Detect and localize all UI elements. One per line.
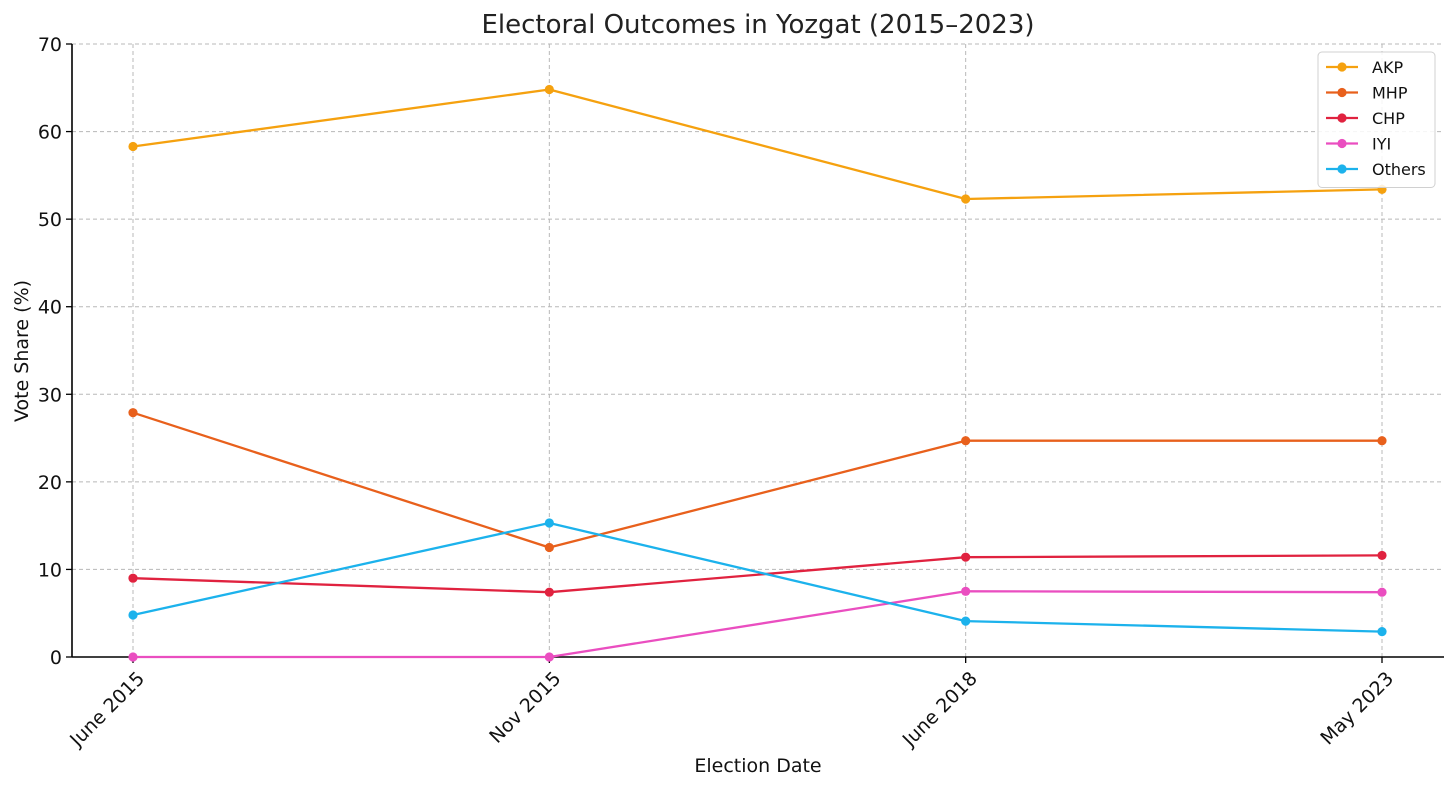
- x-tick-label: Nov 2015: [485, 668, 565, 748]
- legend-swatch-marker: [1337, 113, 1347, 123]
- legend-label: Others: [1372, 160, 1426, 179]
- data-point-chp: [1377, 550, 1387, 561]
- legend-item-iyi: IYI: [1326, 135, 1391, 154]
- legend-item-mhp: MHP: [1326, 84, 1408, 103]
- y-tick-label: 40: [38, 297, 62, 319]
- legend-label: CHP: [1372, 109, 1405, 128]
- data-point-iyi: [1377, 587, 1387, 597]
- y-tick-label: 20: [38, 472, 62, 494]
- legend-swatch-marker: [1337, 62, 1347, 72]
- data-point-iyi: [961, 586, 971, 596]
- data-point-akp: [961, 194, 971, 204]
- y-tick-label: 50: [38, 209, 62, 231]
- y-tick-label: 30: [38, 384, 62, 406]
- data-point-mhp: [1377, 436, 1387, 446]
- series-line-chp: [132, 554, 1383, 594]
- x-tick-label: June 2018: [898, 668, 982, 752]
- series-akp: [128, 84, 1387, 204]
- series-iyi: [128, 586, 1387, 662]
- data-point-mhp: [128, 408, 138, 418]
- data-point-chp: [128, 573, 138, 583]
- series-others: [128, 518, 1387, 637]
- legend-swatch-marker: [1337, 87, 1347, 98]
- y-tick-label: 10: [38, 559, 62, 581]
- legend-item-chp: CHP: [1326, 109, 1405, 128]
- legend-label: AKP: [1372, 58, 1403, 77]
- data-point-others: [128, 610, 138, 620]
- series-chp: [128, 550, 1387, 597]
- axes: 0 10 20 30 40 50 60 70 June 2015 Nov 2015 June 201…: [38, 34, 1444, 752]
- series-lines: [128, 84, 1387, 662]
- series-line-others: [132, 521, 1383, 633]
- data-point-akp: [544, 84, 554, 95]
- legend-item-others: Others: [1326, 160, 1426, 179]
- x-tick-label: June 2015: [65, 668, 149, 752]
- data-point-others: [961, 616, 971, 626]
- chart-title: Electoral Outcomes in Yozgat (2015–2023): [481, 10, 1034, 40]
- data-point-iyi: [128, 652, 138, 662]
- series-line-iyi: [133, 590, 1383, 659]
- y-axis-label: Vote Share (%): [11, 280, 33, 422]
- x-axis-label: Election Date: [694, 755, 821, 777]
- series-line-mhp: [132, 411, 1382, 549]
- legend-swatch-marker: [1337, 164, 1347, 174]
- legend-label: IYI: [1372, 135, 1391, 154]
- grid: [72, 43, 1444, 657]
- y-tick-label: 70: [38, 34, 62, 56]
- legend: AKP MHP CHP IYI Others: [1317, 51, 1436, 188]
- data-point-mhp: [544, 542, 554, 553]
- y-tick-label: 0: [50, 647, 62, 669]
- legend-item-akp: AKP: [1326, 58, 1403, 77]
- data-point-others: [1377, 627, 1387, 637]
- legend-box: [1317, 51, 1436, 188]
- series-line-akp: [132, 88, 1383, 201]
- legend-label: MHP: [1372, 84, 1408, 103]
- y-tick-label: 60: [38, 122, 62, 144]
- data-point-akp: [128, 141, 138, 152]
- legend-swatch-marker: [1337, 138, 1347, 149]
- data-point-others: [544, 518, 554, 528]
- data-point-iyi: [544, 652, 554, 662]
- data-point-mhp: [961, 436, 971, 446]
- x-tick-label: May 2023: [1316, 668, 1398, 750]
- series-mhp: [128, 408, 1387, 553]
- data-point-chp: [544, 587, 554, 597]
- data-point-chp: [961, 552, 971, 562]
